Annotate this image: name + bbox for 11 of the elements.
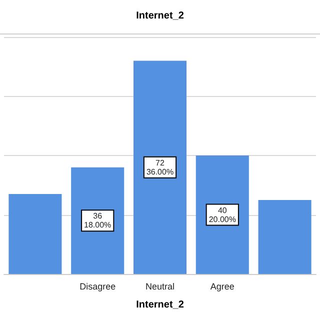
bar (133, 60, 187, 274)
x-axis-title: Internet_2 (136, 300, 184, 310)
x-tick-label: Agree (210, 282, 234, 292)
data-label: 72 36.00% (146, 158, 174, 176)
data-label: 36 18.00% (84, 212, 112, 230)
bar (8, 194, 62, 274)
data-label: 40 20.00% (208, 206, 236, 224)
x-tick-label: Neutral (145, 282, 175, 292)
bar (258, 200, 312, 274)
x-tick-label: Disagree (80, 282, 116, 292)
chart-title: Internet_2 (136, 10, 184, 22)
